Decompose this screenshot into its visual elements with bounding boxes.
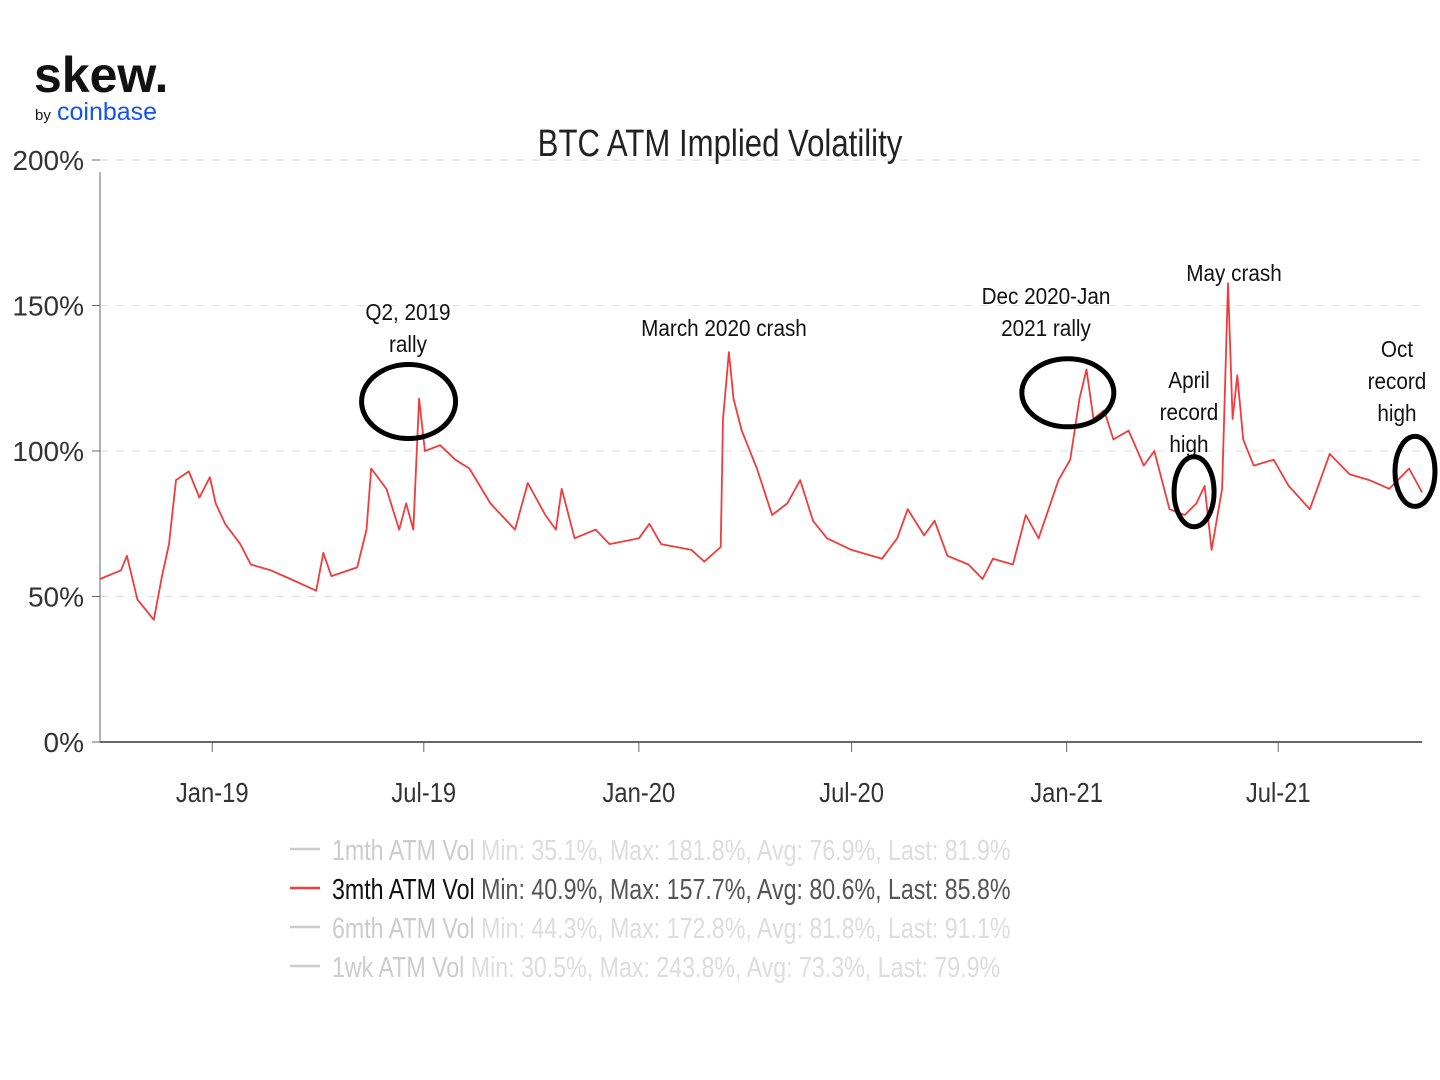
y-tick-label: 50%: [28, 582, 84, 613]
annotation-circle: [1171, 454, 1217, 530]
annotation-label: 2021 rally: [1001, 315, 1091, 341]
legend-stats: Min: 30.5%, Max: 243.8%, Avg: 73.3%, Las…: [471, 950, 1000, 983]
axes: 0% 50% 100% 150% 200% Jan-19 Jul-19 Jan-20 Jul-2…: [12, 145, 1422, 808]
legend-stats: Min: 35.1%, Max: 181.8%, Avg: 76.9%, Las…: [481, 833, 1010, 866]
logo: skew. by coinbase: [34, 47, 168, 126]
legend-item[interactable]: 1mth ATM Vol Min: 35.1%, Max: 181.8%, Av…: [290, 833, 1010, 867]
legend-series-name: 1wk ATM Vol: [332, 950, 471, 983]
annotation-label: record: [1160, 399, 1219, 425]
legend: 1mth ATM Vol Min: 35.1%, Max: 181.8%, Av…: [290, 833, 1010, 984]
legend-label: 1mth ATM Vol Min: 35.1%, Max: 181.8%, Av…: [332, 833, 1010, 866]
legend-stats: Min: 44.3%, Max: 172.8%, Avg: 81.8%, Las…: [481, 911, 1010, 944]
y-tick-label: 150%: [12, 291, 84, 322]
annotation-label: high: [1169, 431, 1208, 457]
annotation-label: March 2020 crash: [641, 315, 807, 341]
annotation-label: Oct: [1381, 336, 1413, 362]
annotation-circle: [1392, 433, 1438, 509]
legend-series-name: 1mth ATM Vol: [332, 833, 481, 866]
x-tick-label: Jan-20: [602, 776, 675, 808]
legend-series-name: 3mth ATM Vol: [332, 872, 481, 905]
x-tick-label: Jul-20: [819, 776, 884, 808]
series-line-3mth: [99, 282, 1423, 621]
legend-item[interactable]: 6mth ATM Vol Min: 44.3%, Max: 172.8%, Av…: [290, 911, 1010, 945]
legend-label: 1wk ATM Vol Min: 30.5%, Max: 243.8%, Avg…: [332, 950, 1000, 983]
annotation-label: high: [1377, 400, 1416, 426]
x-tick-label: Jan-19: [176, 776, 249, 808]
annotation-label: Q2, 2019: [365, 299, 450, 325]
annotation-label: Dec 2020-Jan: [982, 283, 1111, 309]
y-tick-label: 0%: [44, 727, 84, 758]
annotation-circle: [359, 362, 459, 442]
legend-label: 6mth ATM Vol Min: 44.3%, Max: 172.8%, Av…: [332, 911, 1010, 944]
y-tick-label: 200%: [12, 145, 84, 176]
annotation-circle: [1019, 356, 1117, 430]
legend-item[interactable]: 1wk ATM Vol Min: 30.5%, Max: 243.8%, Avg…: [290, 950, 1000, 984]
x-tick-label: Jul-21: [1246, 776, 1311, 808]
x-tick-label: Jul-19: [391, 776, 456, 808]
legend-label: 3mth ATM Vol Min: 40.9%, Max: 157.7%, Av…: [332, 872, 1010, 905]
y-tick-label: 100%: [12, 436, 84, 467]
legend-series-name: 6mth ATM Vol: [332, 911, 481, 944]
annotation-label: April: [1168, 367, 1209, 393]
logo-skew: skew.: [34, 47, 168, 103]
annotation-label: record: [1368, 368, 1427, 394]
legend-item[interactable]: 3mth ATM Vol Min: 40.9%, Max: 157.7%, Av…: [290, 872, 1010, 906]
logo-by: by: [35, 107, 51, 124]
legend-stats: Min: 40.9%, Max: 157.7%, Avg: 80.6%, Las…: [481, 872, 1010, 905]
annotation-label: rally: [389, 331, 427, 357]
annotations: Q2, 2019 rally March 2020 crash Dec 2020-Ja…: [359, 260, 1438, 530]
grid-lines: [100, 159, 1422, 597]
chart-title: BTC ATM Implied Volatility: [538, 123, 903, 165]
logo-coinbase: coinbase: [57, 98, 157, 126]
x-tick-label: Jan-21: [1030, 776, 1103, 808]
annotation-label: May crash: [1186, 260, 1281, 286]
